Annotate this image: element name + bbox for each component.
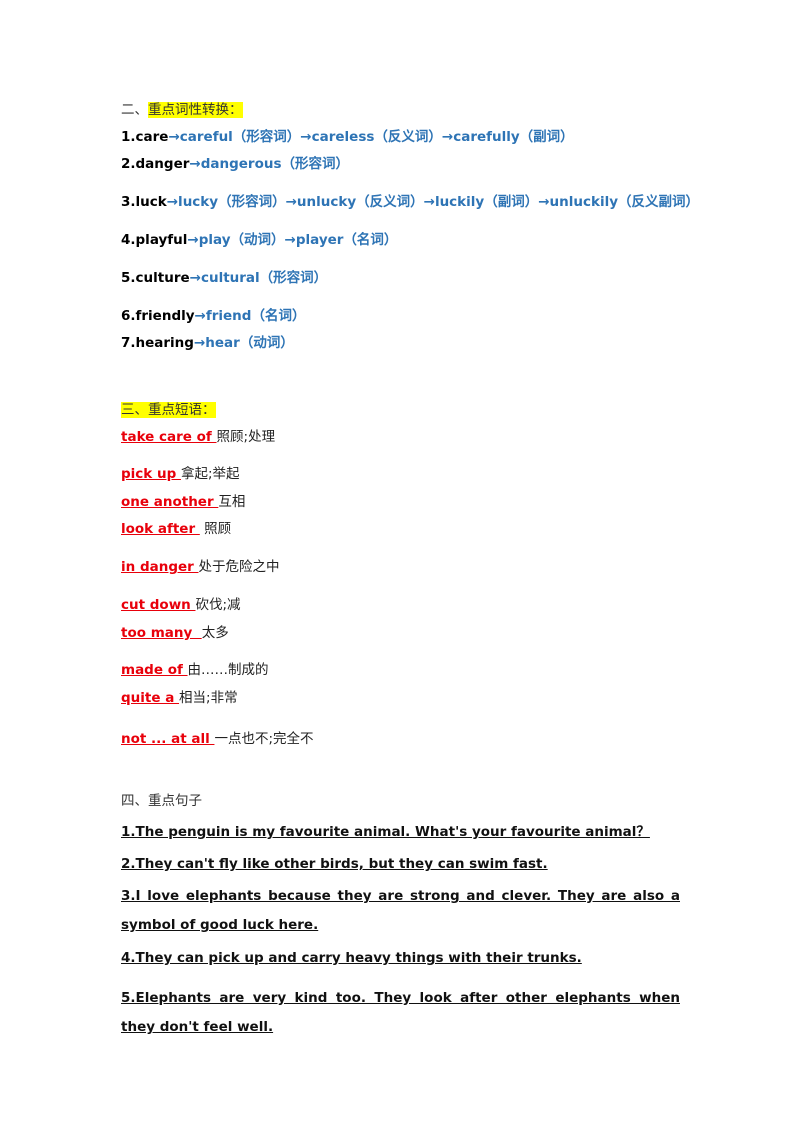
conversion-item: 2.danger→dangerous（形容词） bbox=[121, 154, 349, 174]
phrase-en: too many bbox=[121, 625, 202, 641]
phrase-item: pick up 拿起;举起 bbox=[121, 464, 240, 484]
sentence: 5.Elephants are very kind too. They look… bbox=[121, 990, 680, 1035]
phrase-zh: 照顾;处理 bbox=[216, 429, 276, 445]
conversion-item: 3.luck→lucky（形容词）→unlucky（反义词）→luckily（副… bbox=[121, 192, 699, 212]
phrase-en: not ... at all bbox=[121, 731, 215, 747]
sentence: 3.I love elephants because they are stro… bbox=[121, 888, 680, 933]
conversion-item: 5.culture→cultural（形容词） bbox=[121, 268, 327, 288]
sentence: 1.The penguin is my favourite animal. Wh… bbox=[121, 824, 650, 840]
sentence: 4.They can pick up and carry heavy thing… bbox=[121, 950, 582, 966]
word-forms: →play（动词）→player（名词） bbox=[187, 232, 398, 248]
phrase-zh: 相当;非常 bbox=[179, 690, 238, 706]
phrase-zh: 互相 bbox=[218, 494, 246, 510]
phrase-item: one another 互相 bbox=[121, 492, 245, 512]
title-prefix: 二、 bbox=[121, 102, 148, 118]
phrase-zh: 砍伐;减 bbox=[195, 597, 241, 613]
word-forms: →hear（动词） bbox=[193, 335, 294, 351]
word-forms: →lucky（形容词）→unlucky（反义词）→luckily（副词）→unl… bbox=[166, 194, 700, 210]
conversion-item: 4.playful→play（动词）→player（名词） bbox=[121, 230, 397, 250]
base-word: 5.culture bbox=[121, 270, 190, 286]
phrase-item: too many 太多 bbox=[121, 623, 229, 643]
phrase-zh: 照顾 bbox=[199, 521, 232, 537]
word-forms: →careful（形容词）→careless（反义词）→carefully（副词… bbox=[168, 129, 574, 145]
title-highlight: 重点词性转换： bbox=[148, 102, 243, 118]
base-word: 1.care bbox=[121, 129, 169, 145]
phrase-item: quite a 相当;非常 bbox=[121, 688, 238, 708]
phrase-item: look after 照顾 bbox=[121, 519, 231, 539]
phrase-item: cut down 砍伐;减 bbox=[121, 595, 241, 615]
phrase-zh: 由……制成的 bbox=[187, 662, 269, 678]
phrase-zh: 处于危险之中 bbox=[198, 559, 280, 575]
phrase-en: one another bbox=[121, 494, 219, 510]
word-forms: →cultural（形容词） bbox=[189, 270, 328, 286]
phrase-item: not ... at all 一点也不;完全不 bbox=[121, 729, 314, 749]
phrase-item: in danger 处于危险之中 bbox=[121, 557, 280, 577]
word-forms: →friend（名词） bbox=[194, 308, 306, 324]
phrase-zh: 拿起;举起 bbox=[180, 466, 240, 482]
base-word: 2.danger bbox=[121, 156, 190, 172]
conversion-item: 7.hearing→hear（动词） bbox=[121, 333, 294, 353]
phrase-en: pick up bbox=[121, 466, 181, 482]
word-forms: →dangerous（形容词） bbox=[189, 156, 349, 172]
phrase-item: made of 由……制成的 bbox=[121, 660, 269, 680]
conversion-item: 6.friendly→friend（名词） bbox=[121, 306, 305, 326]
phrase-en: cut down bbox=[121, 597, 196, 613]
section-title: 四、重点句子 bbox=[121, 793, 202, 809]
conversion-item: 1.care→careful（形容词）→careless（反义词）→carefu… bbox=[121, 127, 574, 147]
phrase-en: quite a bbox=[121, 690, 180, 706]
section-title: 二、重点词性转换： bbox=[121, 100, 243, 120]
phrase-item: take care of 照顾;处理 bbox=[121, 427, 275, 447]
sentence: 2.They can't fly like other birds, but t… bbox=[121, 856, 548, 872]
base-word: 7.hearing bbox=[121, 335, 194, 351]
phrase-en: in danger bbox=[121, 559, 199, 575]
phrase-zh: 太多 bbox=[201, 625, 229, 641]
phrase-en: look after bbox=[121, 521, 200, 537]
base-word: 6.friendly bbox=[121, 308, 195, 324]
phrase-en: made of bbox=[121, 662, 188, 678]
section-title: 三、重点短语： bbox=[121, 400, 216, 420]
title-highlight: 三、重点短语： bbox=[121, 402, 216, 418]
base-word: 4.playful bbox=[121, 232, 188, 248]
base-word: 3.luck bbox=[121, 194, 167, 210]
phrase-zh: 一点也不;完全不 bbox=[214, 731, 314, 747]
phrase-en: take care of bbox=[121, 429, 217, 445]
